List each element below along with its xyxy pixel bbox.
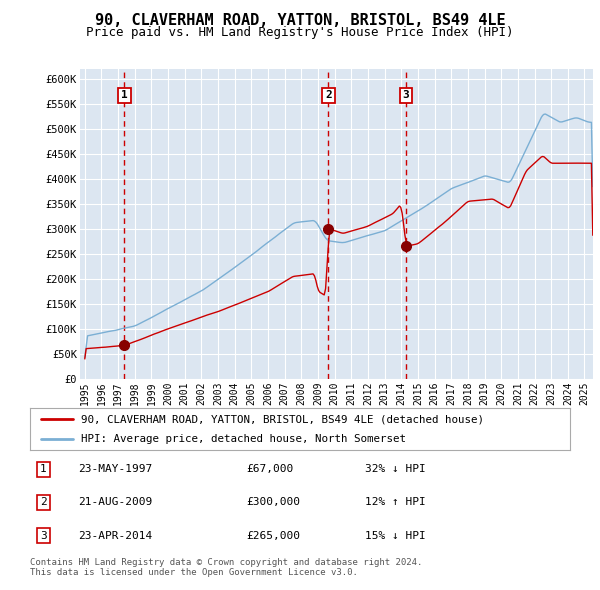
Text: HPI: Average price, detached house, North Somerset: HPI: Average price, detached house, Nort… — [82, 434, 406, 444]
Text: 90, CLAVERHAM ROAD, YATTON, BRISTOL, BS49 4LE (detached house): 90, CLAVERHAM ROAD, YATTON, BRISTOL, BS4… — [82, 414, 484, 424]
Text: 1: 1 — [40, 464, 47, 474]
Text: 2: 2 — [325, 90, 332, 100]
Text: 32% ↓ HPI: 32% ↓ HPI — [365, 464, 425, 474]
Text: 12% ↑ HPI: 12% ↑ HPI — [365, 497, 425, 507]
Text: 21-AUG-2009: 21-AUG-2009 — [79, 497, 153, 507]
Text: Contains HM Land Registry data © Crown copyright and database right 2024.
This d: Contains HM Land Registry data © Crown c… — [30, 558, 422, 577]
Text: 1: 1 — [121, 90, 128, 100]
Text: Price paid vs. HM Land Registry's House Price Index (HPI): Price paid vs. HM Land Registry's House … — [86, 26, 514, 39]
Text: 3: 3 — [40, 530, 47, 540]
Text: 23-MAY-1997: 23-MAY-1997 — [79, 464, 153, 474]
Text: £265,000: £265,000 — [246, 530, 300, 540]
Text: 15% ↓ HPI: 15% ↓ HPI — [365, 530, 425, 540]
Text: 2: 2 — [40, 497, 47, 507]
Text: 3: 3 — [403, 90, 409, 100]
Text: £300,000: £300,000 — [246, 497, 300, 507]
Text: 90, CLAVERHAM ROAD, YATTON, BRISTOL, BS49 4LE: 90, CLAVERHAM ROAD, YATTON, BRISTOL, BS4… — [95, 13, 505, 28]
Text: 23-APR-2014: 23-APR-2014 — [79, 530, 153, 540]
Text: £67,000: £67,000 — [246, 464, 293, 474]
